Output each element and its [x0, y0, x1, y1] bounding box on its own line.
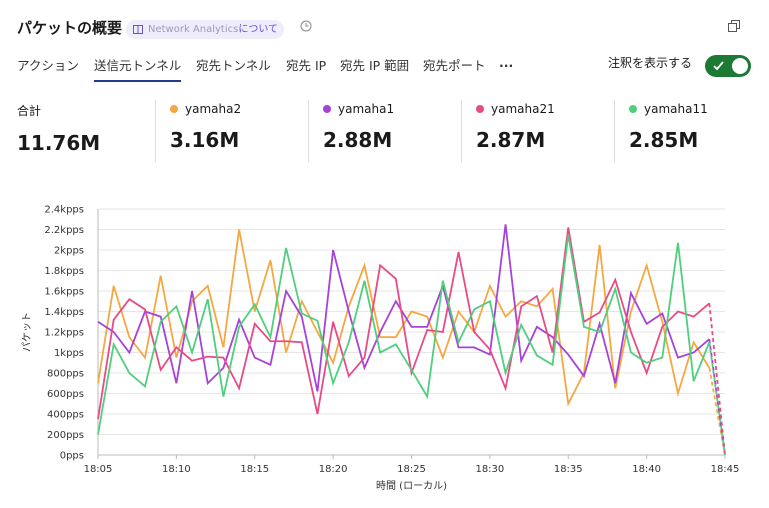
divider: [614, 100, 615, 162]
y-tick-label: 2.4kpps: [44, 205, 84, 216]
x-tick-label: 18:40: [632, 464, 661, 475]
stat-value: 2.88M: [323, 128, 393, 152]
series-line-tail: [708, 303, 726, 456]
legend-dot: [323, 105, 331, 113]
legend-name: yamaha11: [644, 102, 708, 116]
tab[interactable]: 宛先トンネル: [196, 58, 271, 73]
y-tick-label: 1kpps: [54, 348, 84, 359]
x-tick-label: 18:35: [554, 464, 583, 475]
y-tick-label: 800pps: [47, 369, 84, 380]
badge[interactable]: Network Analyticsについて: [126, 20, 285, 39]
legend-name: yamaha2: [185, 102, 242, 116]
copy-icon[interactable]: [727, 19, 741, 33]
badge-name: Network Analytics: [148, 24, 239, 35]
series-line: [97, 229, 711, 407]
series-line: [97, 224, 710, 392]
x-tick-label: 18:15: [240, 464, 269, 475]
y-axis-label: パケット: [21, 312, 33, 352]
badge-suffix: について: [238, 24, 279, 35]
stat: yamaha2 3.16M: [170, 102, 241, 162]
stat: yamaha11 2.85M: [629, 102, 708, 162]
divider: [155, 100, 156, 162]
stat: yamaha1 2.88M: [323, 102, 394, 162]
legend-name: yamaha1: [338, 102, 395, 116]
legend-dot: [629, 105, 637, 113]
x-axis-label: 時間 (ローカル): [376, 480, 447, 492]
divider: [308, 100, 309, 162]
y-tick-label: 2.2kpps: [44, 225, 84, 236]
y-tick-label: 0pps: [60, 451, 84, 462]
stat-label: yamaha1: [323, 102, 394, 116]
legend-name: yamaha21: [491, 102, 555, 116]
book-icon: [133, 25, 143, 34]
stat-label: yamaha2: [170, 102, 241, 116]
tab[interactable]: ...: [499, 55, 514, 70]
series-line-tail: [708, 339, 726, 456]
check-icon: [713, 61, 724, 71]
y-tick-label: 1.6kpps: [44, 287, 84, 298]
toggle-label: 注釈を表示する: [608, 56, 693, 70]
divider: [461, 100, 462, 162]
x-tick-label: 18:10: [162, 464, 191, 475]
y-tick-label: 1.2kpps: [44, 328, 84, 339]
stat-label: yamaha11: [629, 102, 708, 116]
stat-value: 2.85M: [629, 128, 699, 152]
stat: yamaha21 2.87M: [476, 102, 555, 162]
tab[interactable]: 送信元トンネル: [94, 55, 182, 82]
chart: 0pps 200pps 400pps 600pps 800pps 1kpps 1.2kpps…: [21, 205, 740, 493]
x-tick-label: 18:30: [475, 464, 504, 475]
y-tick-label: 400pps: [47, 410, 84, 421]
stat-label: 合計: [17, 104, 42, 118]
tab[interactable]: 宛先ポート: [423, 58, 486, 73]
legend-dot: [476, 105, 484, 113]
legend-dot: [170, 105, 178, 113]
tab[interactable]: 宛先 IP 範囲: [340, 58, 410, 73]
y-tick-label: 2kpps: [54, 246, 84, 257]
series-line: [97, 227, 710, 420]
series-line-tail: [708, 342, 726, 456]
clock-icon: [300, 20, 312, 32]
toggle-knob: [732, 58, 748, 74]
y-tick-label: 200pps: [47, 430, 84, 441]
series-line: [97, 234, 711, 435]
tab[interactable]: 宛先 IP: [286, 58, 327, 73]
stat-value: 11.76M: [17, 131, 101, 155]
stat-label: yamaha21: [476, 102, 555, 116]
title: パケットの概要: [17, 19, 123, 37]
stat: 合計 11.76M: [17, 102, 100, 162]
x-tick-label: 18:20: [319, 464, 348, 475]
stat-value: 3.16M: [170, 128, 240, 152]
x-tick-label: 18:45: [711, 464, 740, 475]
y-tick-label: 1.4kpps: [44, 307, 84, 318]
tab[interactable]: アクション: [17, 58, 79, 73]
y-tick-label: 600pps: [47, 389, 84, 400]
x-tick-label: 18:25: [397, 464, 426, 475]
stat-value: 2.87M: [476, 128, 546, 152]
annotation-toggle[interactable]: [705, 55, 751, 77]
y-tick-label: 1.8kpps: [44, 266, 84, 277]
x-tick-label: 18:05: [84, 464, 113, 475]
